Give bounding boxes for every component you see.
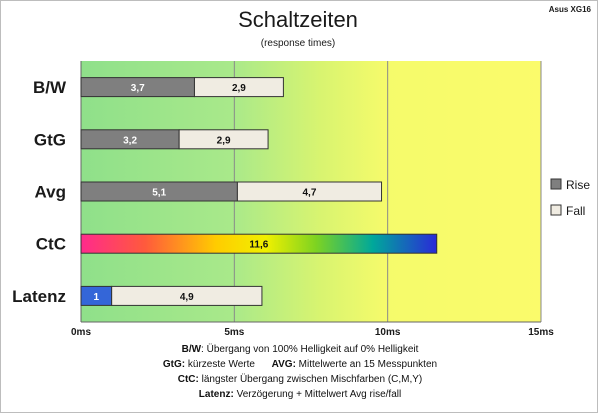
- note-avg-key: AVG:: [271, 359, 296, 370]
- x-tick-label: 5ms: [224, 327, 244, 338]
- note-ctc-key: CtC:: [177, 374, 199, 385]
- legend-swatch-rise: [550, 178, 562, 190]
- note-bw: B/W: Übergang von 100% Helligkeit auf 0%…: [0, 342, 600, 357]
- note-latenz-key: Latenz:: [198, 389, 234, 400]
- note-ctc: CtC: längster Übergang zwischen Mischfar…: [0, 372, 600, 387]
- bar-label-fall: 4,9: [180, 292, 194, 303]
- response-time-chart: Schaltzeiten (response times) Asus XG16 …: [12, 5, 592, 338]
- bar-fall: [193, 77, 284, 98]
- bar-label-fall: 2,9: [217, 135, 231, 146]
- note-gtg-avg: GtG: kürzeste Werte AVG: Mittelwerte an …: [0, 357, 600, 372]
- monitor-model-label: Asus XG16: [549, 5, 592, 14]
- category-label: Avg: [35, 183, 67, 202]
- note-bw-key: B/W: [181, 344, 202, 355]
- bars: 3,7 2,9 3,2 2,9 5,1 4,7 11,6 1 4,9: [80, 77, 438, 306]
- notes-block: B/W: Übergang von 100% Helligkeit auf 0%…: [0, 342, 600, 402]
- bar-label-fall: 2,9: [232, 83, 246, 94]
- category-label: GtG: [34, 130, 66, 149]
- category-label: B/W: [33, 78, 67, 97]
- chart-title: Schaltzeiten: [238, 7, 358, 32]
- note-gtg-key: GtG:: [162, 359, 186, 370]
- legend-label-fall: Fall: [566, 204, 585, 218]
- note-ctc-text: längster Übergang zwischen Mischfarben (…: [198, 374, 423, 385]
- x-tick-label: 0ms: [71, 327, 91, 338]
- x-tick-label: 10ms: [375, 327, 401, 338]
- bar-fall: [236, 181, 383, 202]
- bar-label-rise: 3,2: [123, 135, 137, 146]
- bar-label-rise: 1: [94, 292, 100, 303]
- chart-subtitle: (response times): [261, 38, 335, 49]
- note-latenz-text: Verzögerung + Mittelwert Avg rise/fall: [233, 389, 402, 400]
- bar-fall: [111, 285, 263, 306]
- bar-label-fall: 4,7: [303, 188, 317, 199]
- note-bw-text: : Übergang von 100% Helligkeit auf 0% He…: [201, 344, 419, 355]
- x-tick-label: 15ms: [528, 327, 554, 338]
- legend-swatch-fall: [550, 204, 562, 216]
- bar-label-rise: 3,7: [131, 83, 145, 94]
- x-axis-ticks: 0ms 5ms 10ms 15ms: [71, 327, 554, 338]
- bar-label: 11,6: [249, 240, 268, 251]
- bar-fall: [178, 129, 269, 150]
- note-avg-text: Mittelwerte an 15 Messpunkten: [295, 359, 438, 370]
- legend-label-rise: Rise: [566, 178, 590, 192]
- note-gtg-text: kürzeste Werte: [185, 359, 255, 370]
- bar-label-rise: 5,1: [152, 188, 166, 199]
- legend: Rise Fall: [550, 178, 590, 218]
- note-latenz: Latenz: Verzögerung + Mittelwert Avg ris…: [0, 387, 600, 402]
- category-label: Latenz: [12, 287, 66, 306]
- category-label: CtC: [36, 235, 66, 254]
- bar-ctc: [80, 233, 438, 254]
- category-labels: B/W GtG Avg CtC Latenz: [12, 78, 67, 306]
